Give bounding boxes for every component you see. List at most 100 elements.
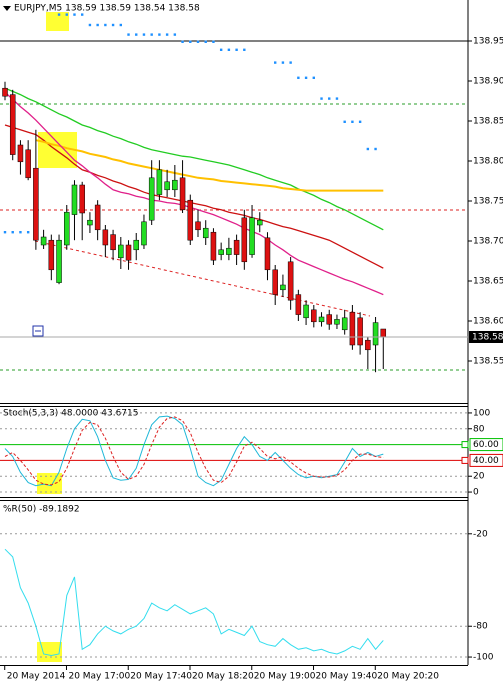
candle-body <box>264 237 271 271</box>
indicator-line <box>4 415 384 487</box>
sar-dot <box>219 48 223 51</box>
sar-dot <box>289 61 292 64</box>
candle-body <box>202 227 209 239</box>
x-tick-label: 20 May 17:40 <box>130 672 192 682</box>
candle-body <box>303 304 309 319</box>
moving-average <box>4 91 384 296</box>
y-tick-label: 80 <box>473 424 485 434</box>
candle-body <box>257 219 263 226</box>
candle-body <box>172 179 178 191</box>
candle-body <box>372 322 379 346</box>
candle-body <box>94 204 101 231</box>
candle-body <box>210 231 217 261</box>
x-tick-label: 20 May 17:00 <box>68 672 130 682</box>
price-label-box <box>469 331 503 343</box>
sar-dot <box>312 76 315 79</box>
candle-body <box>326 314 332 325</box>
y-tick-label: 138.80 <box>473 157 503 167</box>
sar-dot <box>119 23 122 27</box>
sar-dot <box>328 97 331 100</box>
y-tick-label: 20 <box>473 472 485 482</box>
sar-dot <box>11 231 14 234</box>
sar-dot <box>351 120 354 123</box>
y-tick-label: -100 <box>473 653 494 663</box>
candle-body <box>148 177 155 221</box>
highlight <box>38 132 77 168</box>
candle-body <box>79 184 85 214</box>
y-tick-label: 100 <box>473 408 490 418</box>
sar-dot <box>243 48 246 51</box>
candle-body <box>48 239 55 271</box>
sar-dot <box>150 33 153 36</box>
candle-body <box>156 169 163 195</box>
indicator-title: %R(50) -89.1892 <box>3 505 80 515</box>
sar-dot <box>366 147 370 151</box>
moving-average <box>4 124 384 269</box>
candle-body <box>87 219 93 226</box>
sar-dot <box>173 33 177 36</box>
indicator-line <box>4 548 384 657</box>
sar-dot <box>19 231 22 234</box>
y-tick-label: 138.65 <box>473 277 503 287</box>
sar-dot <box>135 33 138 36</box>
sar-dot <box>3 231 7 234</box>
candle-body <box>241 217 248 263</box>
level-label: 40.00 <box>473 456 499 466</box>
sar-dot <box>73 13 76 16</box>
y-tick-label: 0 <box>473 488 479 498</box>
sar-dot <box>335 97 339 100</box>
chart-title: EURJPY,M5 138.59 138.59 138.54 138.58 <box>14 4 200 14</box>
x-tick-label: 20 May 19:40 <box>316 672 378 682</box>
sar-dot <box>196 40 200 43</box>
sar-dot <box>104 23 107 27</box>
candle-body <box>349 311 356 346</box>
candle-body <box>187 199 194 241</box>
indicator-line <box>4 416 384 486</box>
x-tick-label: 20 May 18:20 <box>192 672 254 682</box>
sar-dot <box>281 61 285 64</box>
candle-body <box>311 309 317 323</box>
x-tick-label: 20 May 2014 <box>7 672 66 682</box>
y-tick-label: 138.85 <box>473 117 503 127</box>
y-tick-label: 138.60 <box>473 317 503 327</box>
candle-body <box>318 316 325 323</box>
sar-dot <box>212 40 215 43</box>
candle-body <box>341 317 348 331</box>
sar-dot <box>358 120 362 123</box>
y-tick-label: 138.75 <box>473 197 503 207</box>
sar-dot <box>127 33 130 36</box>
menu-arrow[interactable] <box>3 6 11 11</box>
candle-body <box>218 249 224 255</box>
candle-body <box>125 244 132 261</box>
x-tick-label: 20 May 20:20 <box>377 672 439 682</box>
candle-body <box>164 181 170 191</box>
candle-body <box>64 211 70 246</box>
highlight <box>46 12 69 31</box>
level-marker <box>461 441 469 449</box>
candle-body <box>17 144 24 163</box>
sar-dot <box>204 40 207 43</box>
candle-body <box>2 87 8 97</box>
moving-average <box>35 139 384 192</box>
sar-dot <box>88 23 92 27</box>
candle-body <box>25 149 31 179</box>
candle-body <box>40 236 47 246</box>
sar-dot <box>235 48 238 51</box>
sar-dot <box>142 33 146 36</box>
level-label: 60.00 <box>473 440 499 450</box>
level-marker <box>461 456 469 464</box>
level-label-box <box>469 438 503 452</box>
candle-body <box>133 239 139 251</box>
candle-body <box>295 294 302 315</box>
candle-body <box>357 317 363 346</box>
y-tick-label: 138.95 <box>473 37 503 47</box>
y-tick-label: 138.55 <box>473 357 503 367</box>
sar-dot <box>26 231 30 234</box>
candle-body <box>141 221 147 246</box>
x-tick-label: 20 May 19:00 <box>254 672 316 682</box>
candle-body <box>56 239 62 283</box>
indicator-title: Stoch(5,3,3) 48.0000 43.6715 <box>3 409 138 419</box>
